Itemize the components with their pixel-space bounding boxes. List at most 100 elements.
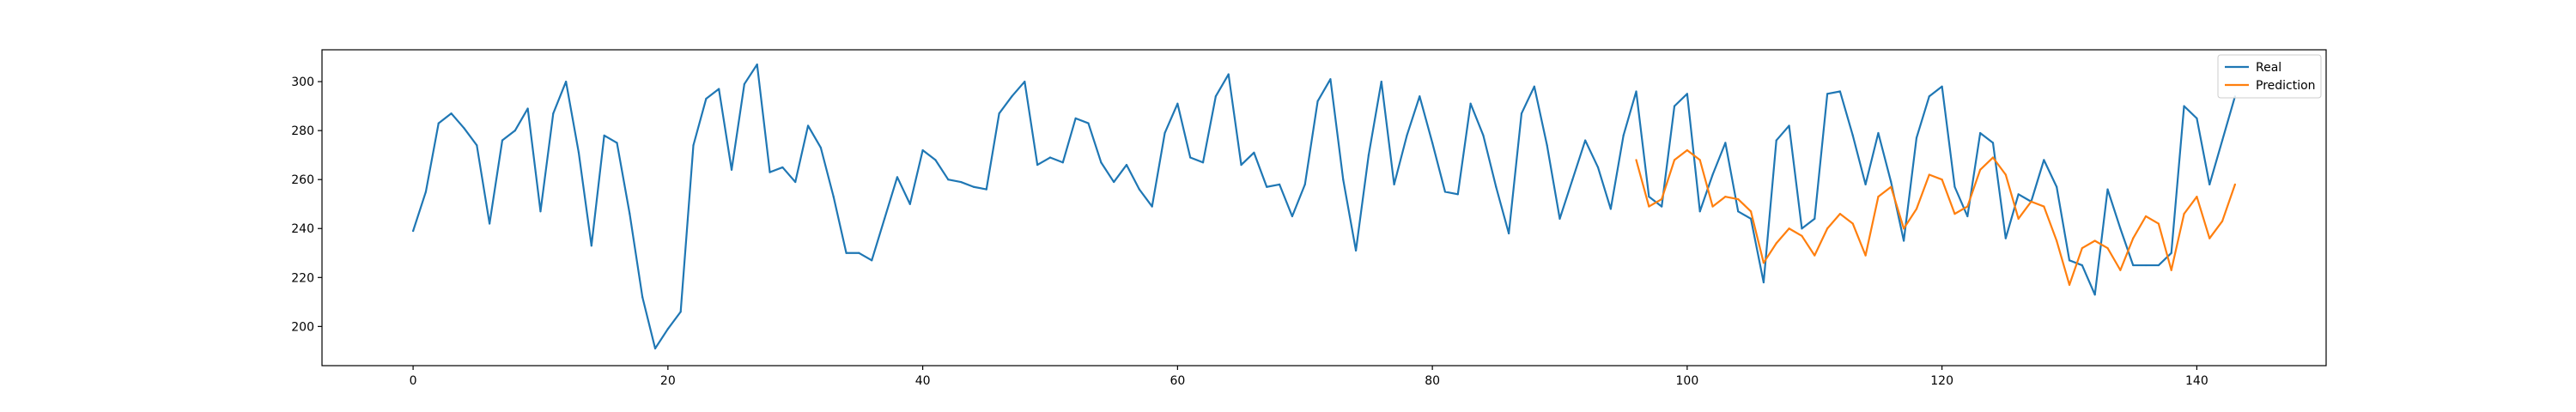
data-point bbox=[1928, 95, 1930, 98]
data-point bbox=[1661, 197, 1663, 201]
data-point bbox=[1253, 151, 1255, 154]
data-point bbox=[730, 168, 733, 171]
data-point bbox=[1125, 163, 1128, 167]
data-point bbox=[1546, 144, 1548, 147]
data-point bbox=[1838, 213, 1842, 215]
data-point bbox=[1903, 227, 1905, 230]
data-point bbox=[692, 144, 695, 147]
data-point bbox=[1724, 196, 1727, 198]
data-point bbox=[1686, 148, 1688, 152]
data-point bbox=[424, 191, 428, 193]
data-point bbox=[1189, 156, 1192, 159]
data-point bbox=[1711, 205, 1714, 208]
data-point bbox=[883, 217, 886, 220]
x-tick-label: 60 bbox=[1170, 374, 1185, 388]
data-point bbox=[1354, 249, 1358, 252]
data-point bbox=[985, 188, 987, 191]
data-point bbox=[1890, 185, 1893, 188]
data-point bbox=[1520, 112, 1523, 115]
data-point bbox=[1737, 197, 1740, 201]
data-point bbox=[2004, 173, 2007, 176]
data-point bbox=[1864, 183, 1867, 185]
data-point bbox=[1227, 73, 1230, 76]
data-point bbox=[2093, 239, 2096, 242]
data-point bbox=[641, 296, 644, 299]
data-point bbox=[2208, 183, 2211, 185]
data-point bbox=[756, 64, 758, 66]
data-point bbox=[1661, 205, 1663, 208]
data-point bbox=[1087, 122, 1090, 124]
data-point bbox=[1100, 161, 1103, 164]
data-point bbox=[1596, 166, 1600, 169]
y-tick-label: 220 bbox=[291, 271, 314, 285]
data-point bbox=[1380, 80, 1382, 83]
data-point bbox=[1788, 227, 1790, 230]
data-point bbox=[2081, 264, 2083, 267]
data-point bbox=[2221, 139, 2224, 142]
data-point bbox=[1801, 234, 1803, 237]
x-tick-label: 120 bbox=[1930, 374, 1953, 388]
data-point bbox=[1584, 139, 1587, 142]
data-point bbox=[972, 185, 975, 188]
data-point bbox=[1291, 215, 1294, 218]
data-point bbox=[1456, 193, 1459, 196]
axes: 0 20 40 60 80 100 120 140 200 220 240 260 280 300 bbox=[291, 49, 2327, 388]
data-point bbox=[1036, 163, 1039, 167]
data-point bbox=[858, 251, 860, 254]
data-point bbox=[1214, 95, 1217, 98]
x-tick-label: 140 bbox=[2185, 374, 2208, 388]
data-point bbox=[806, 124, 810, 127]
data-point bbox=[1915, 208, 1918, 210]
data-point bbox=[1814, 217, 1816, 220]
data-point bbox=[718, 88, 720, 90]
data-point bbox=[1877, 196, 1880, 198]
data-point bbox=[1151, 205, 1153, 208]
x-tick-label: 0 bbox=[410, 374, 417, 388]
data-point bbox=[1201, 161, 1205, 164]
x-tick-label: 100 bbox=[1676, 374, 1699, 388]
data-point bbox=[1648, 196, 1650, 198]
data-point bbox=[1762, 281, 1765, 284]
data-point bbox=[2170, 269, 2172, 271]
data-point bbox=[1788, 124, 1790, 127]
data-point bbox=[1698, 210, 1701, 213]
data-point bbox=[1635, 90, 1637, 93]
data-point bbox=[2056, 239, 2058, 242]
data-point bbox=[1711, 173, 1714, 176]
data-point bbox=[819, 147, 823, 149]
series-line-real bbox=[412, 64, 2236, 350]
data-point bbox=[1991, 142, 1995, 144]
series-layer bbox=[411, 64, 2237, 350]
data-point bbox=[2144, 264, 2148, 267]
data-point bbox=[1609, 208, 1612, 210]
data-point bbox=[1138, 188, 1140, 191]
data-point bbox=[679, 311, 682, 313]
data-point bbox=[1024, 80, 1026, 83]
data-point bbox=[2144, 215, 2148, 218]
data-point bbox=[1698, 159, 1701, 161]
data-point bbox=[743, 82, 745, 86]
legend: Real Prediction bbox=[2217, 54, 2322, 99]
y-tick-label: 260 bbox=[291, 173, 314, 187]
data-point bbox=[1406, 134, 1408, 136]
data-point bbox=[2119, 269, 2122, 271]
plot-area bbox=[322, 50, 2326, 366]
data-point bbox=[2196, 196, 2198, 198]
data-point bbox=[1240, 163, 1242, 167]
data-point bbox=[1762, 262, 1765, 264]
data-point bbox=[1890, 180, 1893, 184]
data-point bbox=[2183, 213, 2185, 215]
axes-frame bbox=[321, 49, 2327, 367]
data-point bbox=[1953, 213, 1956, 215]
data-point bbox=[501, 139, 504, 142]
data-point bbox=[1979, 131, 1982, 135]
data-point bbox=[2093, 294, 2096, 296]
data-point bbox=[1686, 93, 1688, 95]
data-point bbox=[450, 112, 453, 115]
data-point bbox=[1928, 173, 1930, 176]
data-point bbox=[1737, 210, 1740, 213]
series-line-prediction bbox=[1635, 148, 2236, 286]
data-point bbox=[1775, 242, 1777, 245]
data-point bbox=[2030, 200, 2032, 203]
data-point bbox=[463, 127, 465, 130]
